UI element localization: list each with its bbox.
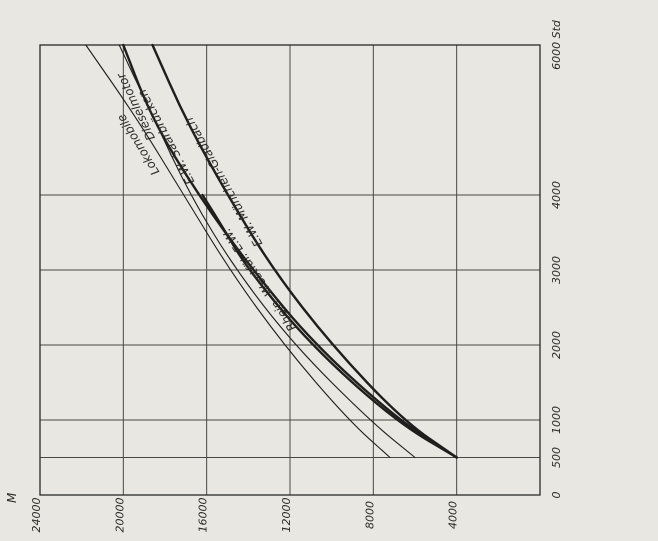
series-line-0 <box>151 43 458 459</box>
grid <box>40 45 540 495</box>
series-line-2 <box>201 193 458 459</box>
series-line-1 <box>122 43 458 459</box>
y-tick-label: 12000 <box>280 498 293 533</box>
x-tick-label: 500 <box>550 447 563 468</box>
y-tick-label: 4000 <box>447 501 460 529</box>
x-tick-label: 2000 <box>550 331 563 359</box>
x-tick-label: 0 <box>550 492 563 499</box>
x-tick-label: 3000 <box>550 256 563 284</box>
x-tick-label: 6000 Std <box>550 19 563 70</box>
series-line-4 <box>85 44 391 459</box>
y-tick-label: 8000 <box>363 501 376 529</box>
y-tick-label: 20000 <box>113 498 126 533</box>
y-axis-label: M <box>5 492 19 503</box>
series-line-3 <box>118 44 416 459</box>
plot-frame <box>39 44 541 496</box>
tick-labels: 0 500 1000 2000 3000 4000 6000 Std 4000 8000 1200… <box>5 19 563 532</box>
x-tick-label: 4000 <box>550 181 563 209</box>
y-tick-label: 16000 <box>197 498 210 533</box>
y-tick-label: 24000 <box>30 498 43 533</box>
x-tick-label: 1000 <box>550 406 563 434</box>
frame-rect <box>39 44 541 496</box>
series-group <box>85 43 458 459</box>
